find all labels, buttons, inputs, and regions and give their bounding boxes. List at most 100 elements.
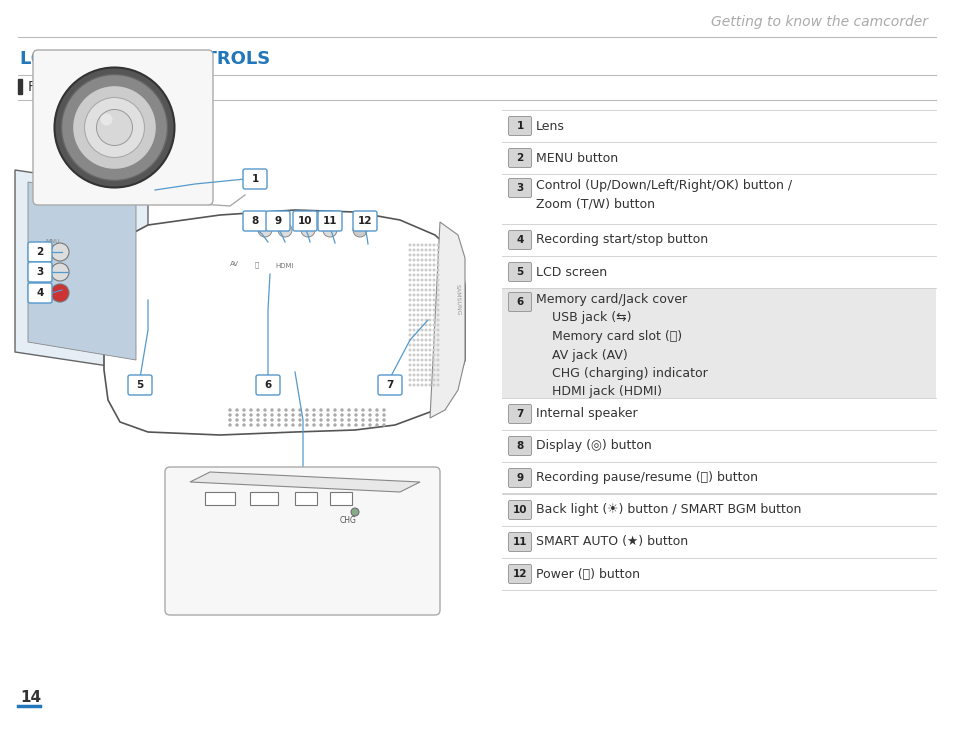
Circle shape [433, 339, 435, 341]
Circle shape [250, 419, 252, 421]
Circle shape [409, 345, 411, 346]
Circle shape [425, 249, 426, 251]
Circle shape [425, 304, 426, 306]
Circle shape [409, 249, 411, 251]
Circle shape [433, 364, 435, 366]
Circle shape [413, 314, 415, 316]
FancyBboxPatch shape [243, 211, 267, 231]
Circle shape [409, 259, 411, 261]
Circle shape [433, 249, 435, 251]
Circle shape [436, 245, 438, 246]
Circle shape [413, 279, 415, 281]
Circle shape [277, 414, 280, 416]
Circle shape [319, 419, 322, 421]
Circle shape [433, 354, 435, 356]
FancyBboxPatch shape [377, 375, 401, 395]
Circle shape [429, 324, 431, 326]
Bar [330, 492, 352, 505]
Circle shape [409, 369, 411, 371]
Circle shape [235, 424, 237, 426]
FancyBboxPatch shape [508, 404, 531, 423]
Circle shape [433, 245, 435, 246]
Circle shape [409, 349, 411, 351]
Circle shape [421, 249, 422, 251]
Circle shape [429, 254, 431, 256]
Circle shape [416, 299, 418, 301]
Circle shape [409, 319, 411, 320]
Circle shape [425, 319, 426, 320]
Circle shape [421, 329, 422, 331]
Circle shape [416, 384, 418, 385]
Circle shape [235, 414, 237, 416]
Text: 11: 11 [512, 537, 527, 547]
Circle shape [425, 359, 426, 361]
FancyBboxPatch shape [508, 564, 531, 583]
Text: MNU: MNU [45, 239, 59, 244]
Circle shape [361, 419, 364, 421]
FancyBboxPatch shape [28, 283, 52, 303]
Circle shape [348, 419, 350, 421]
Text: 2: 2 [36, 247, 44, 257]
Circle shape [61, 74, 168, 180]
Circle shape [85, 98, 144, 158]
Circle shape [429, 249, 431, 251]
Circle shape [301, 223, 314, 237]
Circle shape [421, 369, 422, 371]
Text: 3: 3 [36, 267, 44, 277]
Circle shape [421, 364, 422, 366]
Circle shape [436, 314, 438, 316]
Circle shape [416, 319, 418, 320]
Circle shape [413, 359, 415, 361]
Circle shape [436, 329, 438, 331]
Circle shape [340, 419, 343, 421]
Circle shape [436, 294, 438, 296]
Circle shape [256, 409, 258, 411]
FancyBboxPatch shape [243, 169, 267, 189]
Circle shape [355, 414, 356, 416]
Circle shape [436, 345, 438, 346]
Text: 6: 6 [264, 380, 272, 390]
Circle shape [348, 424, 350, 426]
Circle shape [413, 249, 415, 251]
Text: 5: 5 [136, 380, 144, 390]
Text: 6: 6 [516, 297, 523, 307]
Circle shape [409, 324, 411, 326]
Circle shape [416, 374, 418, 376]
Circle shape [313, 409, 314, 411]
Text: SAMSUNG: SAMSUNG [455, 284, 460, 316]
Circle shape [429, 259, 431, 261]
Circle shape [421, 279, 422, 281]
Circle shape [429, 294, 431, 296]
Circle shape [413, 274, 415, 276]
Circle shape [436, 249, 438, 251]
Circle shape [433, 384, 435, 385]
Circle shape [433, 334, 435, 336]
Circle shape [382, 414, 385, 416]
Circle shape [421, 259, 422, 261]
Circle shape [425, 284, 426, 286]
Text: 1: 1 [251, 174, 258, 184]
Circle shape [51, 284, 69, 302]
Circle shape [436, 269, 438, 271]
Text: CHG: CHG [339, 516, 356, 525]
Circle shape [313, 424, 314, 426]
Circle shape [382, 419, 385, 421]
Circle shape [429, 289, 431, 291]
Circle shape [436, 259, 438, 261]
Circle shape [409, 299, 411, 301]
Circle shape [436, 359, 438, 361]
Circle shape [413, 259, 415, 261]
Circle shape [421, 310, 422, 311]
Circle shape [271, 419, 273, 421]
Circle shape [425, 364, 426, 366]
Circle shape [256, 424, 258, 426]
FancyBboxPatch shape [508, 231, 531, 250]
Circle shape [425, 274, 426, 276]
Circle shape [421, 319, 422, 320]
Circle shape [436, 304, 438, 306]
Circle shape [285, 409, 287, 411]
Circle shape [436, 349, 438, 351]
Circle shape [285, 419, 287, 421]
Circle shape [409, 264, 411, 266]
Circle shape [416, 304, 418, 306]
